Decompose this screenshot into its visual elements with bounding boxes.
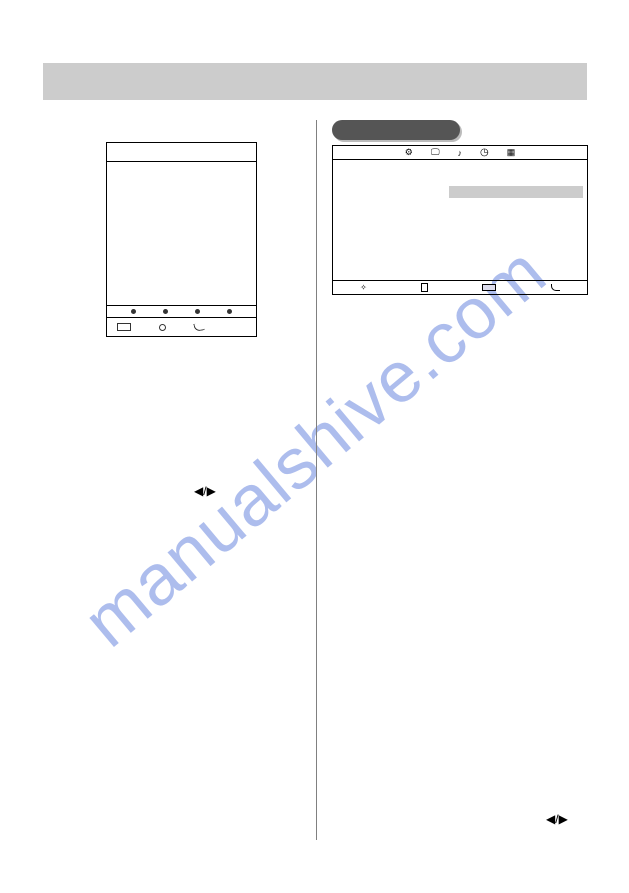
nav-dot [227,309,232,314]
back-icon [193,322,204,332]
select-icon [117,323,131,331]
clock-icon [480,147,489,158]
left-diagram-dots-row [107,306,256,316]
confirm-icon [159,324,166,331]
right-diagram-tab-row [333,146,587,160]
left-diagram-frame [106,142,257,337]
nav-dot [195,309,200,314]
right-diagram-frame [332,145,588,295]
page-icon [421,283,428,292]
nav-dot [163,309,168,314]
monitor-icon [431,147,440,158]
left-diagram-footer-row [107,318,256,336]
section-pill-tab [332,120,460,140]
right-diagram-footer-row [333,280,587,294]
gear-icon [405,147,413,158]
nav-dot [131,309,136,314]
return-icon [551,284,560,291]
nav-arrows-left: ◀/▶ [194,484,216,498]
select-rect-icon [482,284,496,291]
menu-highlight-bar [449,186,583,198]
column-divider [316,120,317,840]
grid-icon [507,147,516,158]
nav-arrows-right: ◀/▶ [546,812,568,826]
left-diagram-title-divider [107,161,256,162]
dpad-icon [360,283,367,292]
header-bar [43,63,587,100]
music-note-icon [458,148,463,158]
